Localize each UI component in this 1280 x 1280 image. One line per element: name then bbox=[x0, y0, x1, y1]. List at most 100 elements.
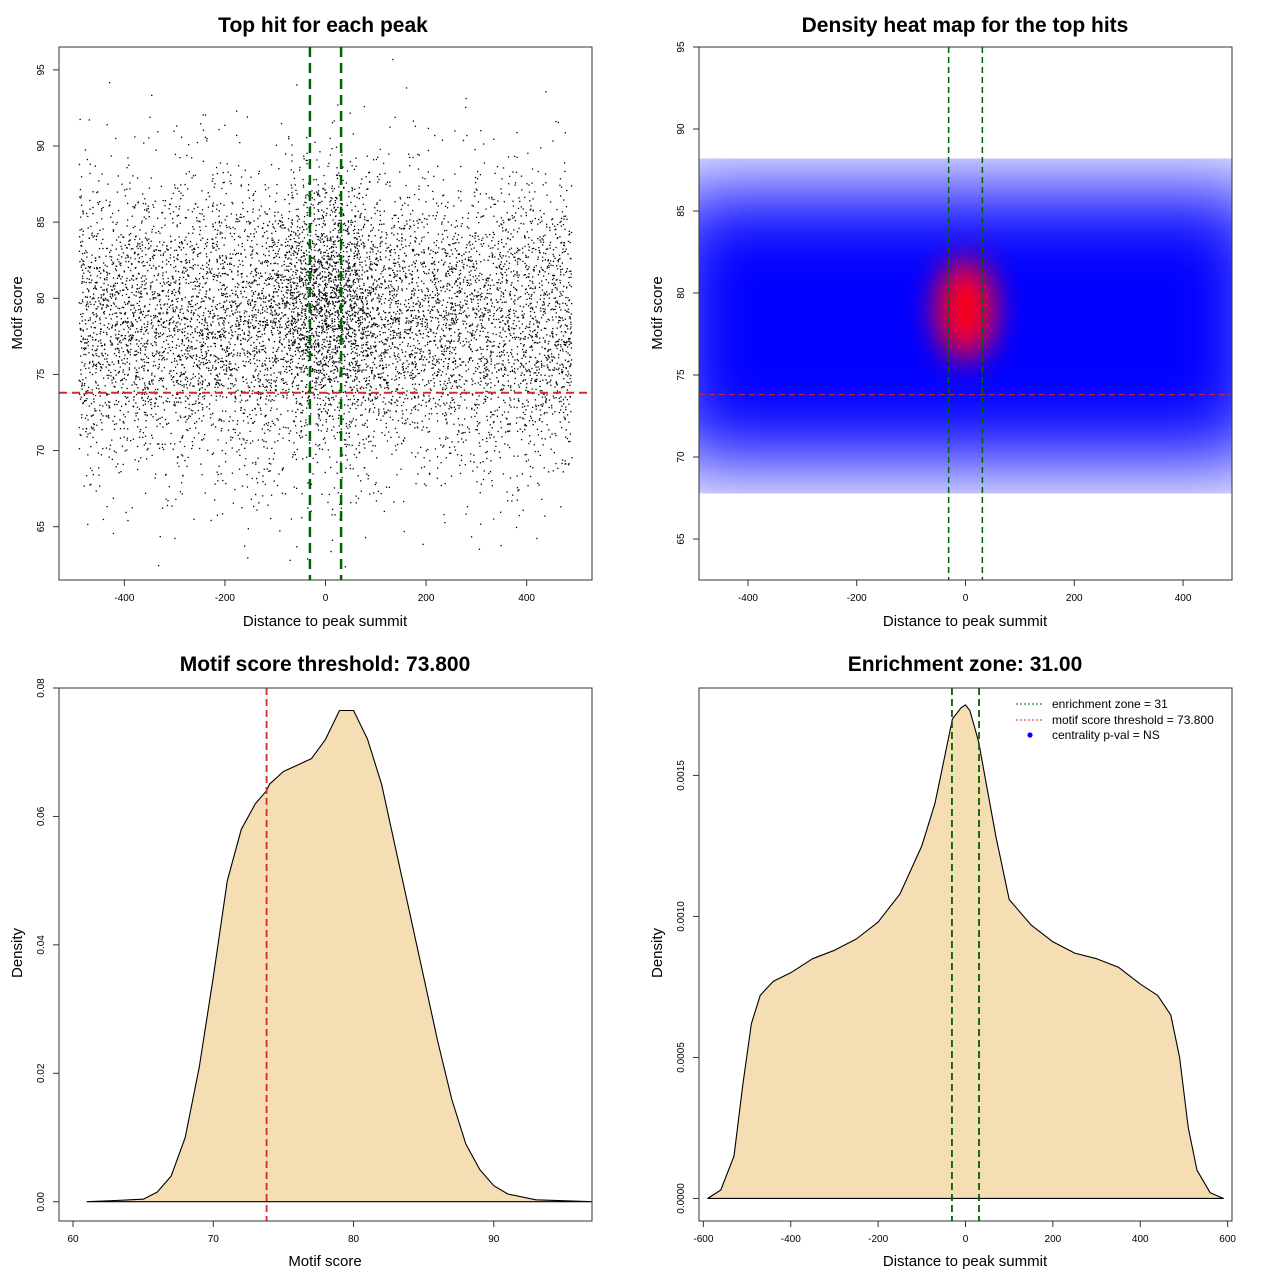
scatter-point bbox=[400, 373, 402, 375]
scatter-point bbox=[320, 369, 322, 372]
scatter-point bbox=[429, 312, 431, 314]
scatter-point bbox=[126, 325, 129, 327]
scatter-point bbox=[311, 268, 313, 271]
scatter-point bbox=[303, 319, 306, 321]
scatter-point bbox=[329, 154, 331, 156]
scatter-point bbox=[358, 319, 360, 321]
scatter-point bbox=[181, 343, 183, 345]
scatter-point bbox=[469, 460, 472, 462]
scatter-point bbox=[372, 245, 374, 247]
scatter-point bbox=[541, 421, 543, 423]
scatter-point bbox=[223, 317, 225, 319]
scatter-point bbox=[456, 278, 459, 280]
scatter-point bbox=[229, 361, 231, 363]
scatter-point bbox=[417, 409, 419, 411]
scatter-point bbox=[348, 363, 350, 365]
scatter-point bbox=[409, 219, 411, 221]
scatter-point bbox=[440, 374, 442, 376]
scatter-point bbox=[477, 305, 480, 307]
scatter-point bbox=[137, 260, 140, 263]
scatter-point bbox=[279, 324, 281, 326]
scatter-point bbox=[417, 452, 419, 454]
scatter-point bbox=[303, 158, 305, 160]
scatter-point bbox=[204, 343, 206, 345]
scatter-point bbox=[514, 182, 517, 184]
scatter-point bbox=[271, 278, 273, 280]
scatter-point bbox=[421, 354, 423, 357]
scatter-point bbox=[114, 294, 116, 296]
scatter-point bbox=[288, 210, 290, 213]
scatter-point bbox=[298, 259, 300, 261]
scatter-point bbox=[444, 215, 446, 217]
scatter-point bbox=[389, 254, 392, 257]
scatter-point bbox=[155, 328, 157, 330]
scatter-point bbox=[291, 223, 294, 225]
scatter-point bbox=[104, 344, 106, 346]
scatter-point bbox=[490, 411, 492, 413]
scatter-point bbox=[156, 331, 158, 334]
scatter-point bbox=[230, 174, 232, 176]
scatter-point bbox=[439, 339, 441, 341]
scatter-point bbox=[549, 229, 551, 232]
scatter-point bbox=[388, 280, 390, 282]
scatter-point bbox=[423, 395, 425, 397]
scatter-point bbox=[471, 378, 473, 380]
scatter-point bbox=[340, 203, 342, 205]
scatter-point bbox=[442, 238, 444, 240]
scatter-point bbox=[466, 303, 468, 305]
scatter-point bbox=[409, 242, 412, 244]
scatter-point bbox=[470, 357, 472, 359]
scatter-point bbox=[500, 545, 502, 547]
scatter-point bbox=[213, 276, 216, 278]
scatter-point bbox=[231, 300, 233, 302]
scatter-point bbox=[461, 236, 463, 239]
scatter-point bbox=[525, 256, 527, 258]
scatter-point bbox=[212, 336, 214, 338]
scatter-point bbox=[157, 565, 160, 567]
scatter-point bbox=[207, 334, 209, 336]
scatter-point bbox=[192, 385, 194, 387]
scatter-point bbox=[186, 261, 188, 263]
scatter-point bbox=[410, 326, 412, 328]
scatter-point bbox=[364, 422, 366, 425]
scatter-point bbox=[456, 250, 458, 252]
scatter-point bbox=[166, 249, 169, 251]
scatter-point bbox=[323, 233, 325, 235]
scatter-point bbox=[127, 411, 129, 413]
scatter-point bbox=[113, 352, 116, 355]
scatter-point bbox=[338, 357, 340, 359]
scatter-point bbox=[395, 295, 397, 297]
scatter-point bbox=[311, 332, 313, 334]
scatter-point bbox=[450, 308, 452, 310]
scatter-point bbox=[491, 305, 493, 307]
scatter-point bbox=[436, 270, 439, 272]
scatter-point bbox=[467, 212, 470, 214]
scatter-point bbox=[221, 357, 223, 359]
scatter-point bbox=[377, 156, 379, 158]
scatter-point bbox=[177, 314, 179, 316]
scatter-point bbox=[416, 303, 418, 305]
scatter-point bbox=[216, 514, 218, 516]
scatter-point bbox=[239, 315, 241, 317]
scatter-point bbox=[315, 443, 317, 446]
scatter-point bbox=[530, 302, 532, 304]
scatter-point bbox=[263, 440, 265, 442]
scatter-point bbox=[350, 250, 352, 252]
scatter-point bbox=[342, 321, 345, 323]
scatter-point bbox=[109, 448, 111, 450]
scatter-point bbox=[540, 366, 543, 368]
scatter-point bbox=[290, 263, 293, 265]
scatter-point bbox=[348, 325, 350, 328]
scatter-point bbox=[352, 369, 354, 371]
scatter-point bbox=[474, 149, 476, 151]
scatter-point bbox=[270, 275, 272, 277]
scatter-point bbox=[284, 241, 286, 243]
scatter-point bbox=[176, 372, 178, 374]
scatter-point bbox=[199, 272, 201, 275]
scatter-point bbox=[560, 324, 562, 327]
scatter-point bbox=[446, 288, 448, 290]
scatter-point bbox=[387, 349, 389, 351]
scatter-point bbox=[362, 226, 365, 229]
scatter-point bbox=[366, 307, 368, 309]
scatter-point bbox=[145, 329, 147, 331]
